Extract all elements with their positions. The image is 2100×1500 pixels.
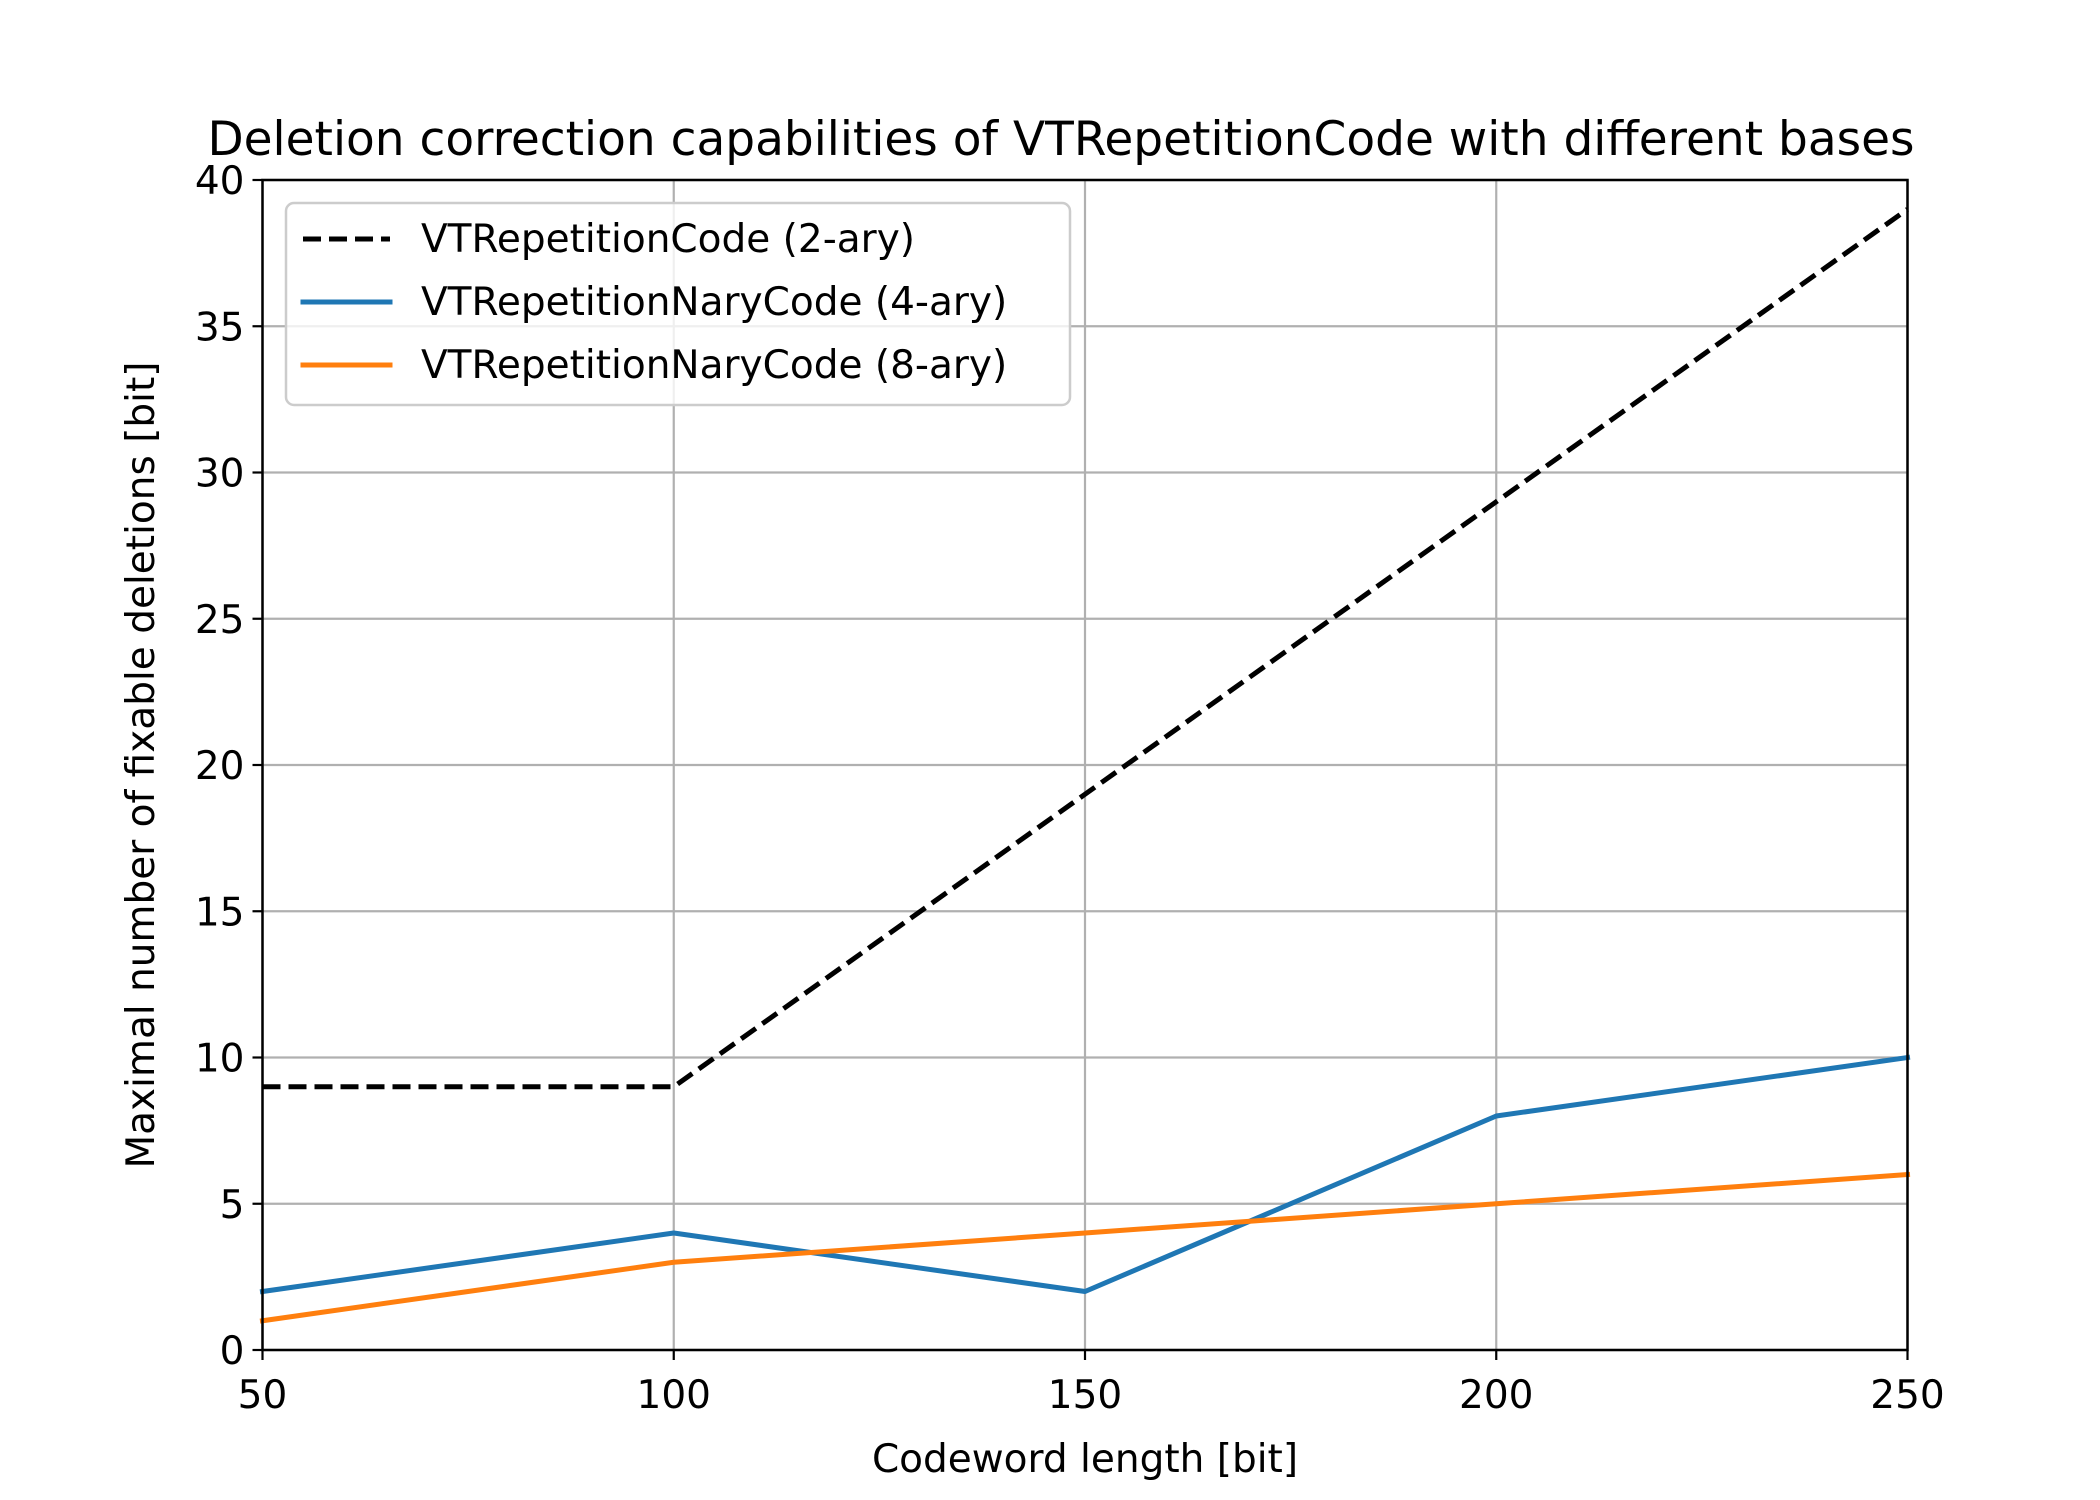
x-tick-label: 150 (1048, 1373, 1122, 1418)
y-tick-label: 30 (195, 452, 245, 497)
y-tick-label: 40 (195, 159, 245, 204)
series-line-1 (262, 207, 1909, 1090)
y-tick-label: 15 (195, 890, 245, 935)
series-line-3 (259, 1171, 1911, 1324)
tick-layer: 50 100 150 200 250 0 5 10 15 20 25 30 35 40 (195, 159, 1945, 1418)
legend-label-3: VTRepetitionNaryCode (8-ary) (421, 343, 1007, 388)
legend-label-1: VTRepetitionCode (2-ary) (421, 217, 915, 262)
x-tick-label: 50 (238, 1373, 288, 1418)
legend-label-2: VTRepetitionNaryCode (4-ary) (421, 280, 1007, 325)
legend: VTRepetitionCode (2-ary) VTRepetitionNary… (284, 201, 1072, 407)
x-axis-label: Codeword length [bit] (872, 1437, 1298, 1482)
x-tick-label: 100 (637, 1373, 711, 1418)
series-layer (259, 207, 1911, 1324)
y-tick-label: 10 (195, 1037, 245, 1082)
x-tick-label: 200 (1459, 1373, 1533, 1418)
x-tick-label: 250 (1870, 1373, 1944, 1418)
y-tick-label: 5 (220, 1183, 245, 1228)
y-tick-label: 0 (220, 1329, 245, 1374)
y-tick-label: 20 (195, 744, 245, 789)
y-axis-label: Maximal number of fixable deletions [bit… (119, 361, 164, 1168)
y-tick-label: 35 (195, 305, 245, 350)
chart-title: Deletion correction capabilities of VTRe… (207, 112, 1914, 167)
series-line-2 (259, 1054, 1911, 1295)
y-tick-label: 25 (195, 598, 245, 643)
legend-frame (284, 201, 1072, 407)
